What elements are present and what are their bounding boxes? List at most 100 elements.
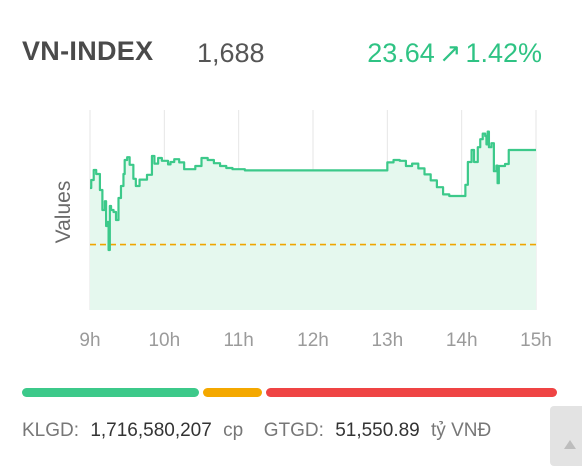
data-point [115, 219, 117, 221]
data-point [188, 168, 190, 170]
unchanged-bar [202, 388, 263, 397]
data-point [496, 165, 498, 167]
data-point [487, 131, 489, 133]
data-point [436, 186, 438, 188]
declining-bar [266, 388, 557, 397]
data-point [167, 164, 169, 166]
klgd-unit: cp [223, 420, 244, 441]
data-point [493, 170, 495, 172]
change-percent: 1.42% [465, 38, 542, 68]
x-tick-label: 9h [79, 330, 100, 351]
data-point [89, 187, 91, 189]
index-header: VN-INDEX 1,688 23.64 ↗ 1.42% [22, 36, 552, 76]
intraday-chart: 9h 10h 11h 12h 13h 14h 15h Values [52, 110, 552, 351]
data-point [93, 169, 95, 171]
data-point [108, 249, 110, 251]
data-point [109, 205, 111, 207]
x-tick-label: 10h [148, 330, 180, 351]
data-point [104, 200, 106, 202]
data-point [154, 163, 156, 165]
data-point [129, 164, 131, 166]
data-point [498, 165, 500, 167]
data-point [477, 146, 479, 148]
data-point [399, 160, 401, 162]
data-point [178, 162, 180, 164]
x-tick-label: 12h [297, 330, 329, 351]
data-point [256, 170, 258, 172]
data-point [411, 163, 413, 165]
data-point [124, 159, 126, 161]
klgd-value: 1,716,580,207 [90, 420, 212, 441]
data-point [151, 155, 153, 157]
data-point [508, 149, 510, 151]
data-point [465, 184, 467, 186]
data-point [110, 209, 112, 211]
data-point [263, 170, 265, 172]
data-point [250, 170, 252, 172]
data-point [232, 168, 234, 170]
data-point [523, 149, 525, 151]
x-tick-label: 11h [224, 330, 254, 351]
data-point [207, 159, 209, 161]
data-point [238, 168, 240, 170]
data-point [461, 195, 463, 197]
data-point [126, 156, 128, 158]
data-point [120, 185, 122, 187]
data-point [510, 149, 512, 151]
data-point [161, 160, 163, 162]
data-point [173, 158, 175, 160]
data-point [213, 162, 215, 164]
data-point [90, 179, 92, 181]
gtgd-value: 51,550.89 [335, 420, 420, 441]
data-point [113, 211, 115, 213]
x-tick-label: 14h [446, 330, 478, 351]
gtgd-unit: tỷ VNĐ [431, 420, 492, 441]
series-line [90, 130, 536, 252]
data-point [535, 149, 537, 151]
data-point [201, 157, 203, 159]
advancing-bar [22, 388, 199, 397]
data-point [484, 135, 486, 137]
data-point [471, 149, 473, 151]
change-value: 23.64 [367, 38, 435, 68]
data-point [135, 185, 137, 187]
x-tick-label: 13h [371, 330, 403, 351]
arrow-up-right-icon: ↗ [438, 38, 462, 68]
series-area [90, 131, 536, 310]
data-point [482, 133, 484, 135]
data-point [488, 146, 490, 148]
data-point [170, 161, 172, 163]
data-point [183, 168, 185, 170]
market-breadth-bar [22, 388, 557, 397]
data-point [455, 195, 457, 197]
data-point [99, 189, 101, 191]
data-point [517, 149, 519, 151]
index-value: 1,688 [197, 38, 265, 68]
data-point [164, 160, 166, 162]
data-point [405, 165, 407, 167]
data-point [473, 161, 475, 163]
data-point [479, 138, 481, 140]
data-point [118, 197, 120, 199]
trading-summary: KLGD: 1,716,580,207 cp GTGD: 51,550.89 t… [22, 420, 491, 442]
data-point [269, 170, 271, 172]
data-point [312, 170, 314, 172]
data-point [491, 142, 493, 144]
data-point [424, 174, 426, 176]
data-point [442, 194, 444, 196]
data-point [142, 179, 144, 181]
data-point [95, 173, 97, 175]
data-point [244, 170, 246, 172]
gtgd-label: GTGD: [263, 420, 324, 441]
data-point [105, 225, 107, 227]
data-point [418, 168, 420, 170]
data-point [467, 161, 469, 163]
scroll-up-button[interactable] [550, 406, 582, 466]
data-point [504, 163, 506, 165]
data-point [107, 221, 109, 223]
data-point [157, 157, 159, 159]
index-change: 23.64 ↗ 1.42% [367, 38, 542, 69]
data-point [139, 179, 141, 181]
data-point [123, 173, 125, 175]
data-point [102, 209, 104, 211]
